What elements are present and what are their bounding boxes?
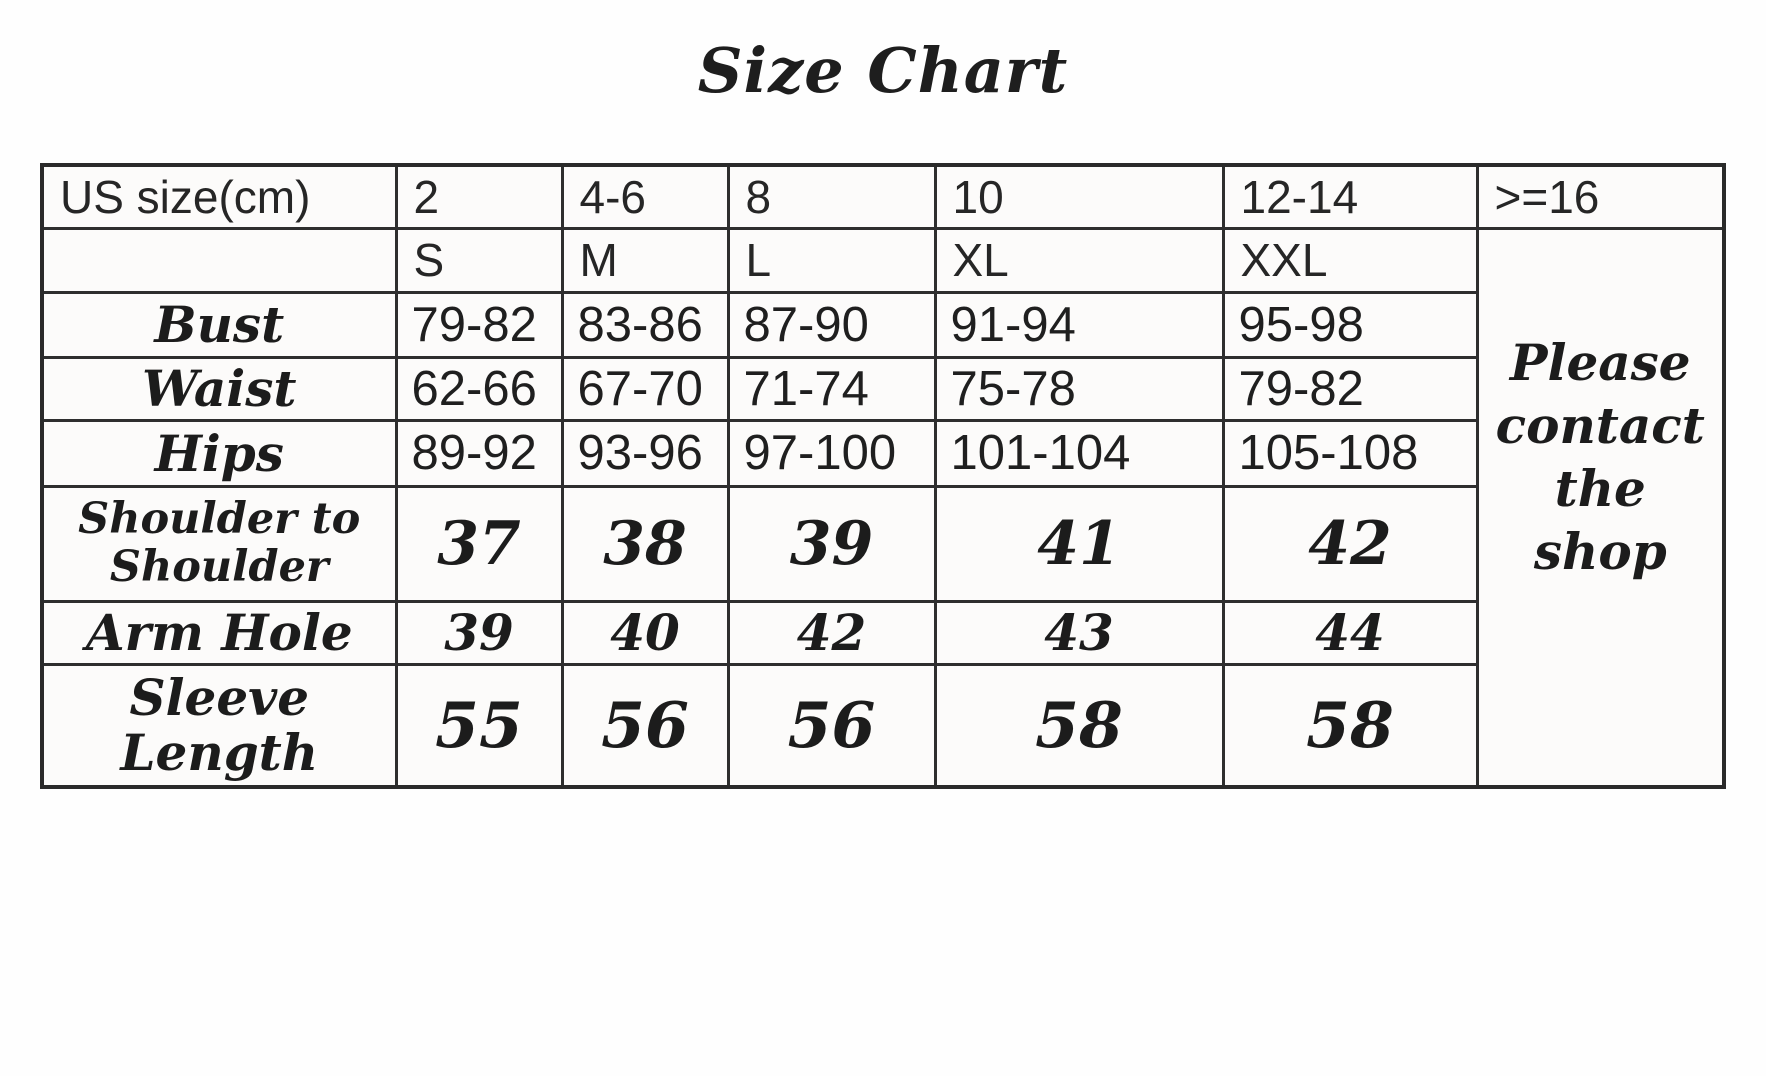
table-cell: 44	[1221, 599, 1479, 666]
row-label-sleeve-length: Sleeve Length	[40, 662, 398, 789]
table-row-hips: Hips 89-92 93-96 97-100 101-104 105-108	[40, 418, 1724, 488]
table-cell: 93-96	[560, 418, 730, 488]
row-label-shoulder-to-shoulder: Shoulder to Shoulder	[40, 484, 398, 603]
header-label-us-size: US size(cm)	[40, 163, 398, 230]
table-cell: 95-98	[1221, 290, 1479, 359]
table-cell: 79-82	[1221, 355, 1479, 422]
table-cell: L	[726, 226, 937, 294]
table-cell: 58	[1221, 662, 1479, 789]
page-title: Size Chart	[697, 34, 1069, 107]
table-cell: 105-108	[1221, 418, 1479, 488]
table-cell: 56	[560, 662, 730, 789]
table-cell: 79-82	[394, 290, 564, 359]
table-cell: 12-14	[1221, 163, 1479, 230]
table-row-sleeve-length: Sleeve Length 55 56 56 58 58	[40, 662, 1724, 789]
header-row: US size(cm) 2 4-6 8 10 12-14 >=16	[40, 163, 1726, 230]
size-chart-table: US size(cm) 2 4-6 8 10 12-14 >=16 S M L …	[40, 163, 1726, 789]
table-cell: 8	[726, 163, 937, 230]
table-cell: 58	[933, 662, 1225, 789]
contact-shop-note: Please contact the shop	[1475, 226, 1726, 789]
table-cell: 10	[933, 163, 1225, 230]
table-cell: M	[560, 226, 730, 294]
table-row-shoulder-to-shoulder: Shoulder to Shoulder 37 38 39 41 42	[40, 484, 1724, 603]
table-cell: 97-100	[726, 418, 937, 488]
table-cell: XL	[933, 226, 1225, 294]
table-cell: 89-92	[394, 418, 564, 488]
table-cell: 87-90	[726, 290, 937, 359]
table-cell: 62-66	[394, 355, 564, 422]
table-row-arm-hole: Arm Hole 39 40 42 43 44	[40, 599, 1724, 666]
note-line: Please	[1509, 333, 1691, 393]
table-cell: 71-74	[726, 355, 937, 422]
table-cell: 75-78	[933, 355, 1225, 422]
table-cell: 39	[726, 484, 937, 603]
table-cell: 4-6	[560, 163, 730, 230]
row-label-bust: Bust	[40, 290, 398, 359]
size-letter-row: S M L XL XXL Please contact the shop	[40, 226, 1726, 789]
table-cell: 42	[1221, 484, 1479, 603]
table-cell: 39	[394, 599, 564, 666]
table-cell: 55	[394, 662, 564, 789]
table-cell: XXL	[1221, 226, 1479, 294]
table-cell: 83-86	[560, 290, 730, 359]
row-label-waist: Waist	[40, 355, 398, 422]
table-cell: 56	[726, 662, 937, 789]
table-cell: 91-94	[933, 290, 1225, 359]
table-cell: 41	[933, 484, 1225, 603]
empty-cell	[40, 226, 398, 294]
row-label-hips: Hips	[40, 418, 398, 488]
table-cell: 67-70	[560, 355, 730, 422]
note-line: the	[1554, 459, 1646, 519]
table-cell: >=16	[1475, 163, 1726, 230]
table-cell: 2	[394, 163, 564, 230]
table-cell: 42	[726, 599, 937, 666]
table-row-bust: Bust 79-82 83-86 87-90 91-94 95-98	[40, 290, 1724, 359]
table-cell: 40	[560, 599, 730, 666]
table-cell: S	[394, 226, 564, 294]
row-label-arm-hole: Arm Hole	[40, 599, 398, 666]
note-line: shop	[1533, 522, 1667, 582]
table-cell: 101-104	[933, 418, 1225, 488]
note-line: contact	[1495, 396, 1705, 456]
table-cell: 37	[394, 484, 564, 603]
table-cell: 38	[560, 484, 730, 603]
table-row-waist: Waist 62-66 67-70 71-74 75-78 79-82	[40, 355, 1724, 422]
table-cell: 43	[933, 599, 1225, 666]
